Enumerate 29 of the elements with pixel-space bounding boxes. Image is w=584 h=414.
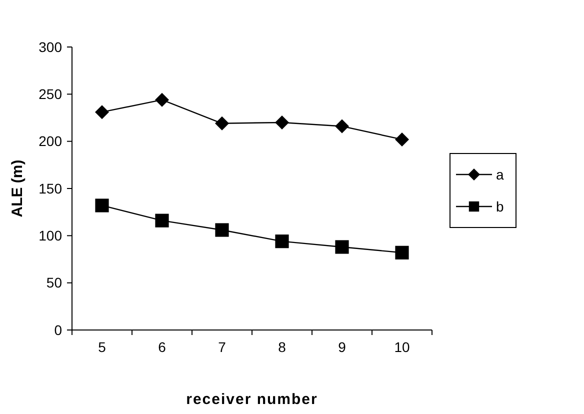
point: [275, 234, 289, 248]
point: [335, 119, 349, 134]
point: [395, 132, 409, 146]
legend-label: a: [496, 166, 504, 182]
y-tick-label: 300: [38, 38, 62, 55]
x-axis-title: receiver number: [186, 391, 318, 408]
y-tick-label: 150: [38, 180, 62, 196]
point: [95, 105, 109, 120]
legend-label: b: [496, 198, 504, 214]
point: [155, 92, 169, 107]
x-tick-label: 5: [98, 339, 106, 355]
point: [95, 198, 109, 212]
point: [215, 116, 229, 130]
x-tick-label: 10: [394, 339, 410, 355]
point: [275, 115, 289, 130]
y-tick-label: 250: [38, 86, 62, 102]
y-tick-label: 200: [38, 133, 62, 150]
y-tick-label: 100: [38, 228, 62, 244]
x-tick-label: 6: [158, 339, 166, 355]
x-tick-label: 8: [278, 339, 286, 355]
point: [215, 223, 229, 237]
y-axis-title: ALE (m): [9, 160, 26, 218]
y-tick-label: 50: [46, 274, 62, 291]
point: [155, 214, 169, 228]
point: [335, 240, 349, 254]
x-tick-label: 9: [338, 339, 346, 355]
y-tick-label: 0: [54, 322, 62, 338]
point: [395, 246, 409, 260]
x-tick-label: 7: [218, 339, 226, 355]
